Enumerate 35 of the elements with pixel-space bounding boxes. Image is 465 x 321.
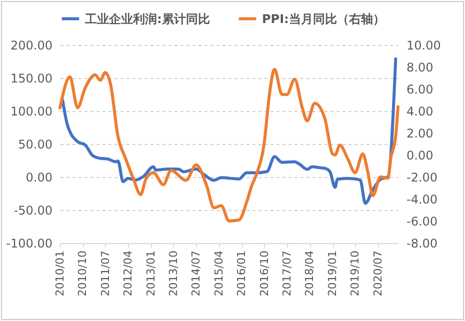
legend-label: PPI:当月同比（右轴） — [262, 12, 385, 26]
x-tick-label: 2011/07 — [98, 250, 112, 296]
x-tick-label: 2017/07 — [280, 250, 294, 296]
x-tick-label: 2010/10 — [76, 250, 90, 296]
y-tick-label: 150.00 — [10, 72, 52, 86]
y2-tick-label: -6.00 — [406, 214, 438, 228]
x-tick-label: 2019/01 — [326, 250, 340, 296]
x-tick-label: 2014/07 — [190, 250, 203, 296]
x-tick-label: 2015/04 — [212, 250, 226, 296]
y2-tick-label: 8.00 — [406, 60, 434, 74]
y2-tick-label: -4.00 — [406, 192, 438, 206]
x-tick-label: 2013/01 — [144, 250, 158, 296]
y-tick-label: -50.00 — [14, 204, 52, 218]
y2-tick-label: 2.00 — [406, 126, 434, 140]
y-tick-label: -100.00 — [6, 236, 52, 250]
y2-tick-label: 10.00 — [406, 38, 441, 52]
x-tick-label: 2018/04 — [303, 250, 316, 296]
x-tick-label: 2019/10 — [348, 250, 362, 296]
y2-tick-label: 4.00 — [406, 104, 434, 118]
x-tick-label: 2010/01 — [54, 250, 66, 296]
y2-tick-label: 0.00 — [406, 148, 434, 162]
y2-tick-label: 6.00 — [406, 82, 434, 96]
x-tick-label: 2013/10 — [166, 250, 180, 296]
x-tick-label: 2012/04 — [122, 250, 135, 296]
y-tick-label: 100.00 — [10, 104, 52, 118]
legend-label: 工业企业利润:累计同比 — [84, 12, 210, 26]
y-tick-label: 50.00 — [18, 138, 52, 152]
x-tick-label: 2016/10 — [258, 250, 271, 296]
y-tick-label: 200.00 — [10, 38, 52, 52]
x-tick-label: 2020/07 — [371, 250, 384, 296]
y2-tick-label: -2.00 — [406, 170, 438, 184]
y-tick-label: 0.00 — [26, 170, 52, 184]
line-series — [58, 68, 400, 222]
y2-tick-label: -8.00 — [406, 236, 438, 250]
x-tick-label: 2016/01 — [235, 250, 248, 296]
